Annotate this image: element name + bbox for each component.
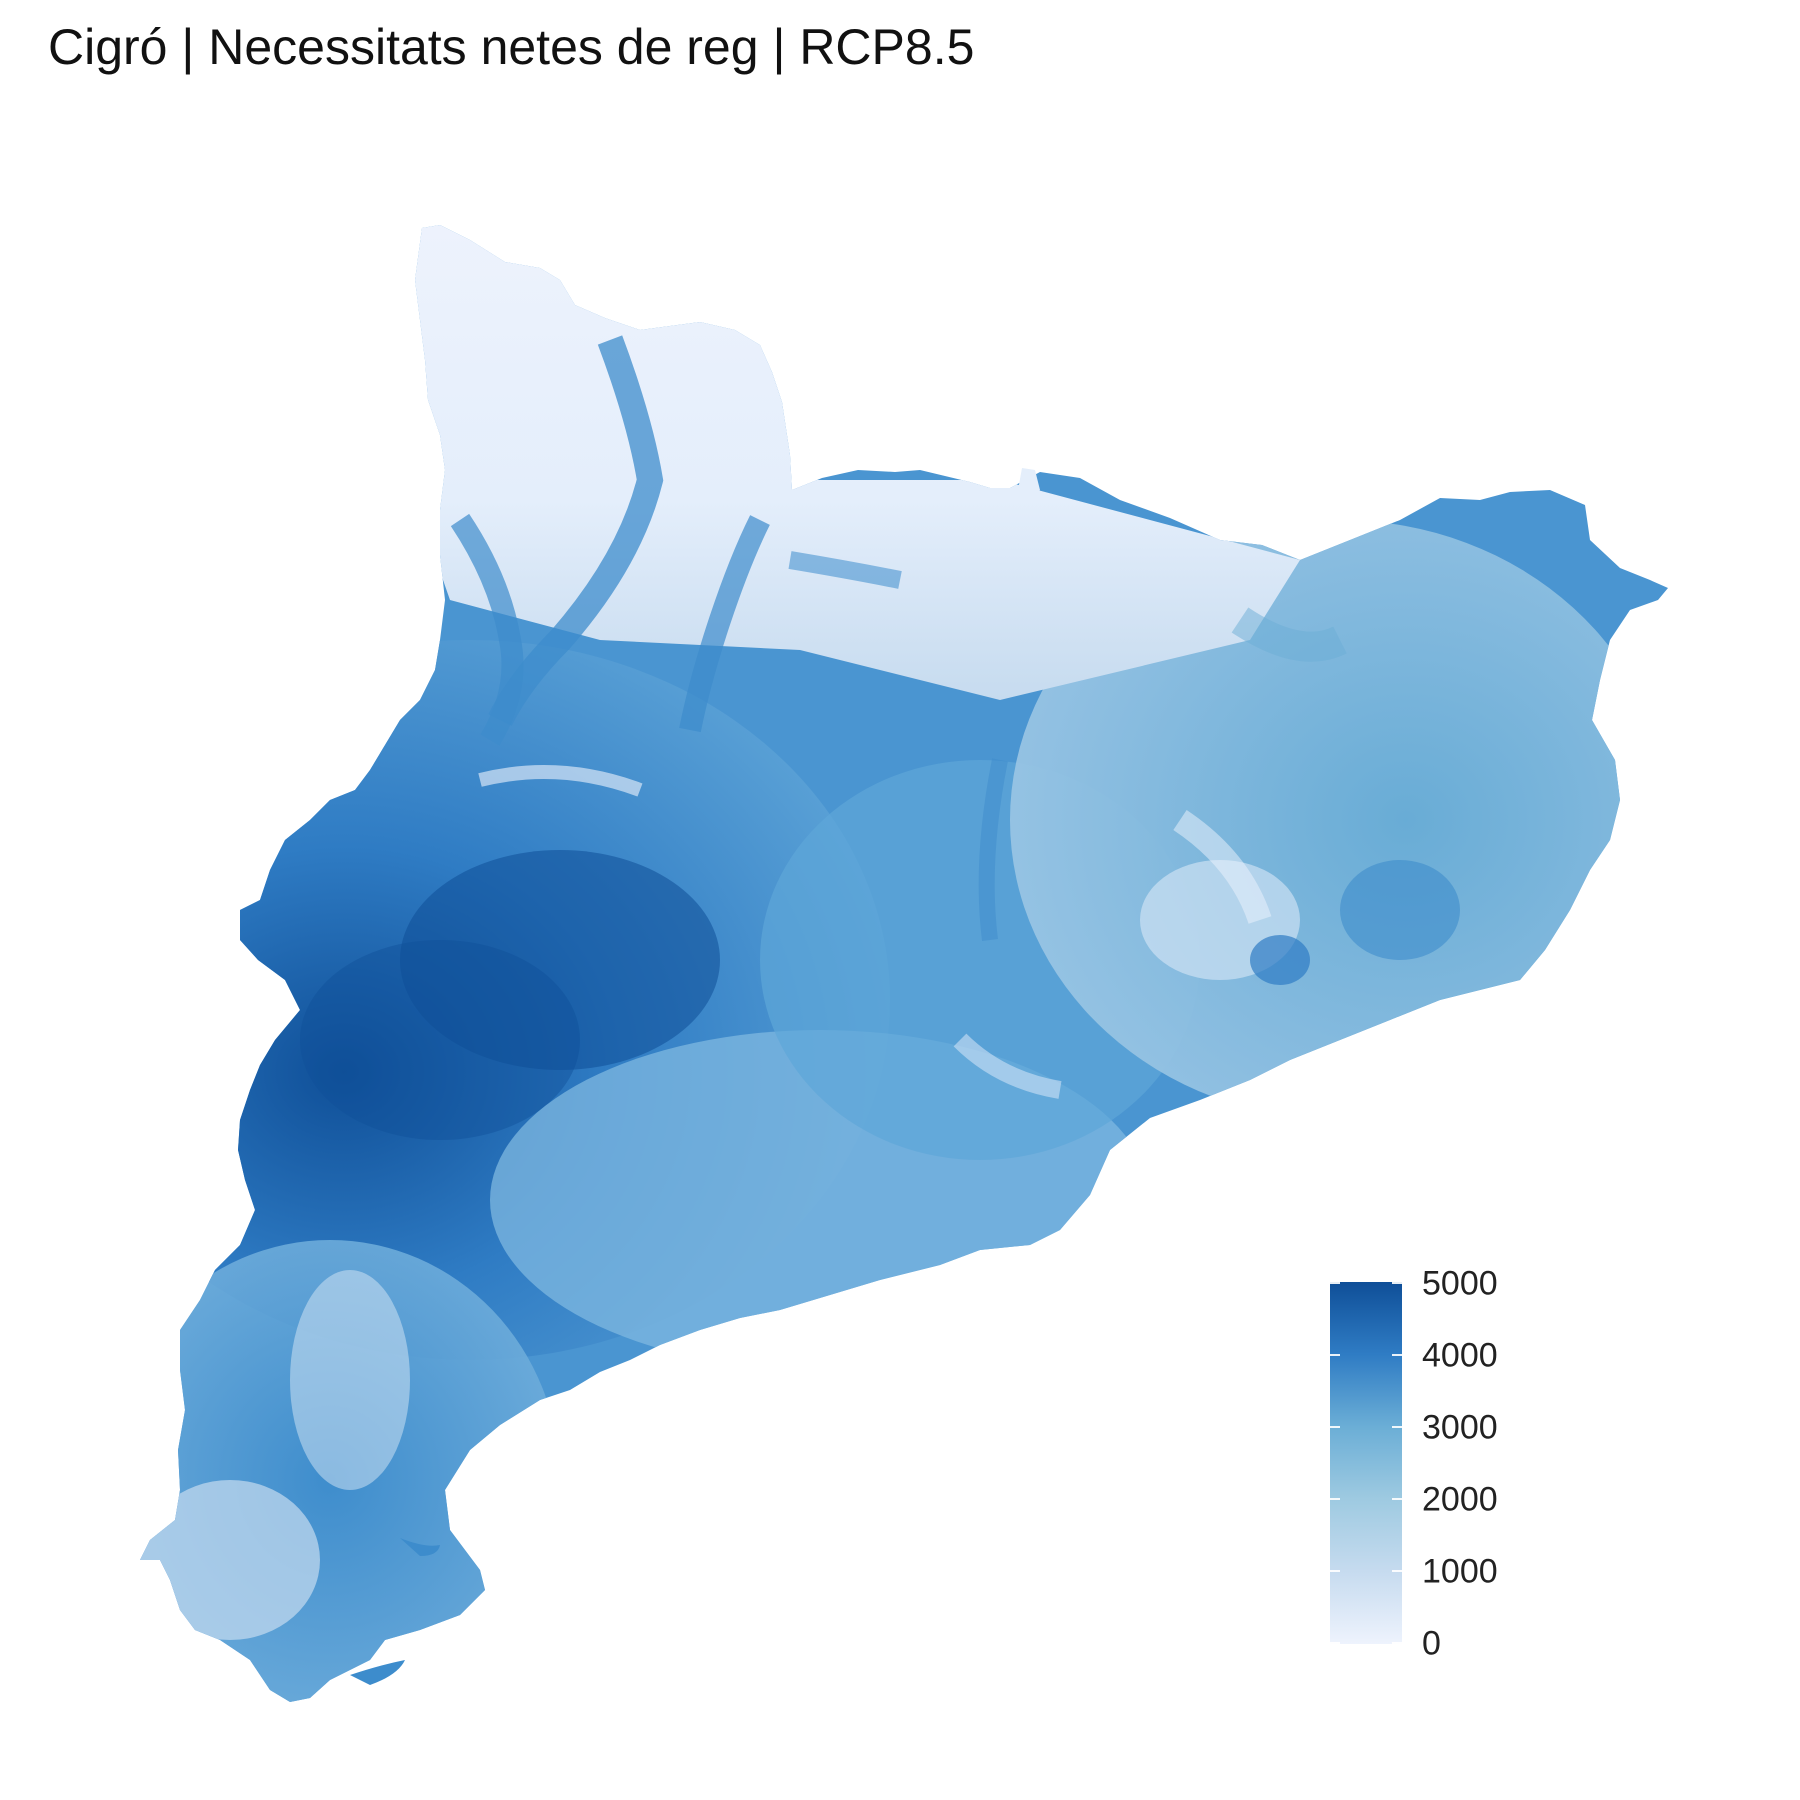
legend-label-5000: 5000 bbox=[1422, 1264, 1498, 1303]
legend-tick-0 bbox=[1330, 1642, 1402, 1644]
legend-tick-4000 bbox=[1330, 1354, 1402, 1356]
legend-label-4000: 4000 bbox=[1422, 1336, 1498, 1375]
delta-spit-north bbox=[400, 1538, 440, 1556]
legend-tick-2000 bbox=[1330, 1498, 1402, 1500]
legend-label-1000: 1000 bbox=[1422, 1552, 1498, 1591]
legend-colorbar bbox=[1330, 1282, 1402, 1644]
delta-spit-south bbox=[350, 1660, 405, 1685]
legend-label-2000: 2000 bbox=[1422, 1480, 1498, 1519]
legend-tick-1000 bbox=[1330, 1570, 1402, 1572]
legend-label-3000: 3000 bbox=[1422, 1408, 1498, 1447]
legend-tick-5000 bbox=[1330, 1282, 1402, 1284]
legend-tick-3000 bbox=[1330, 1426, 1402, 1428]
enclave bbox=[1018, 468, 1040, 500]
map-title: Cigró | Necessitats netes de reg | RCP8.… bbox=[48, 19, 975, 75]
legend-label-0: 0 bbox=[1422, 1624, 1441, 1663]
